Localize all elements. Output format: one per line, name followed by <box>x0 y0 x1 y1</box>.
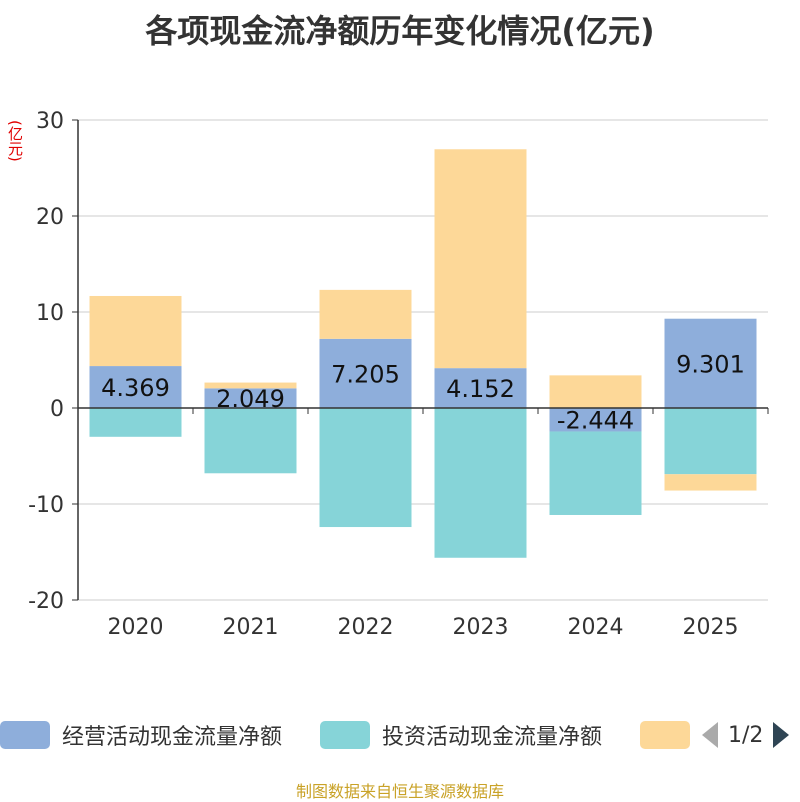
bar-segment-1-2023 <box>434 368 527 408</box>
legend-prev-icon[interactable] <box>702 722 718 748</box>
data-label: 7.205 <box>331 360 400 388</box>
legend-item-investing[interactable]: 投资活动现金流量净额 <box>320 718 602 752</box>
data-label: 4.369 <box>101 374 170 402</box>
legend-pager: 1/2 <box>702 718 790 752</box>
legend-swatch-investing <box>320 721 370 749</box>
data-label: 4.152 <box>446 375 515 403</box>
bar-segment-2-2023 <box>434 408 527 558</box>
bar-segment-3-2020 <box>89 295 182 367</box>
x-tick-label: 2021 <box>223 615 279 640</box>
bar-segment-2-2021 <box>204 408 297 474</box>
x-tick-label: 2024 <box>568 615 624 640</box>
legend-page-indicator: 1/2 <box>728 722 764 748</box>
y-axis-unit-label: (亿元) <box>6 120 24 162</box>
bar-segment-3-2021 <box>204 382 297 389</box>
y-tick-label: 10 <box>36 301 64 326</box>
y-tick-label: 20 <box>36 205 64 230</box>
bar-segment-3-2025 <box>664 474 757 491</box>
data-label: 2.049 <box>216 385 285 413</box>
data-source-note: 制图数据来自恒生聚源数据库 <box>295 782 504 801</box>
legend-swatch-operating <box>0 721 50 749</box>
y-tick-label: -10 <box>28 493 64 518</box>
legend: 经营活动现金流量净额 投资活动现金流量净额 1/2 <box>0 718 800 752</box>
chart-title: 各项现金流净额历年变化情况(亿元) <box>145 12 655 50</box>
legend-label-investing: 投资活动现金流量净额 <box>382 725 603 750</box>
bar-segment-1-2022 <box>319 338 412 408</box>
x-tick-label: 2020 <box>108 615 164 640</box>
y-tick-label: 0 <box>50 397 64 422</box>
bar-segment-1-2021 <box>204 388 297 408</box>
bar-segment-2-2020 <box>89 408 182 437</box>
bar-segment-1-2024 <box>549 408 642 432</box>
bar-segment-3-2024 <box>549 375 642 408</box>
bar-segment-2-2025 <box>664 408 757 475</box>
bar-segment-3-2023 <box>434 149 527 369</box>
bar-segment-2-2024 <box>549 431 642 515</box>
bar-segment-3-2022 <box>319 289 412 339</box>
bar-segment-1-2020 <box>89 366 182 408</box>
legend-swatch-financing <box>640 721 690 749</box>
x-tick-label: 2022 <box>338 615 394 640</box>
y-tick-label: -20 <box>28 589 64 614</box>
legend-label-operating: 经营活动现金流量净额 <box>62 725 283 750</box>
x-tick-label: 2025 <box>683 615 739 640</box>
bar-segment-2-2022 <box>319 408 412 528</box>
data-label: -2.444 <box>557 407 634 435</box>
legend-next-icon[interactable] <box>773 722 790 748</box>
data-label: 9.301 <box>676 350 745 378</box>
y-tick-label: 30 <box>36 109 64 134</box>
legend-item-operating[interactable]: 经营活动现金流量净额 <box>0 718 282 752</box>
bar-segment-1-2025 <box>664 318 757 408</box>
x-tick-label: 2023 <box>453 615 509 640</box>
legend-item-financing[interactable] <box>640 718 690 752</box>
